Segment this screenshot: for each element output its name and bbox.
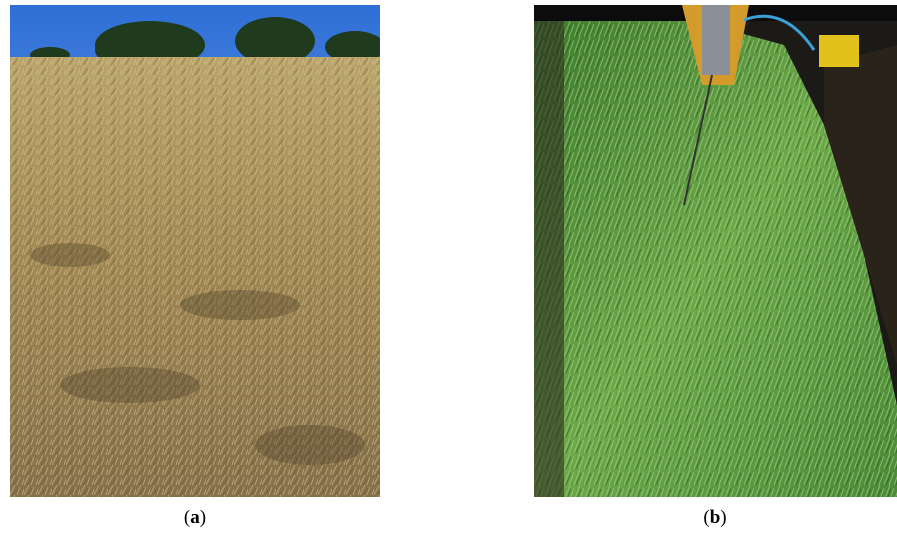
caption-letter: b [709, 507, 721, 528]
caption-a: (a) [145, 507, 245, 529]
caption-b: (b) [665, 507, 765, 529]
caption-open: ( [703, 507, 710, 528]
photo-dry-grass [10, 5, 380, 497]
caption-close: ) [199, 507, 207, 528]
caption-open: ( [183, 507, 191, 528]
photo-green-turf [534, 5, 897, 497]
caption-letter: a [190, 507, 200, 528]
caption-close: ) [720, 507, 727, 528]
